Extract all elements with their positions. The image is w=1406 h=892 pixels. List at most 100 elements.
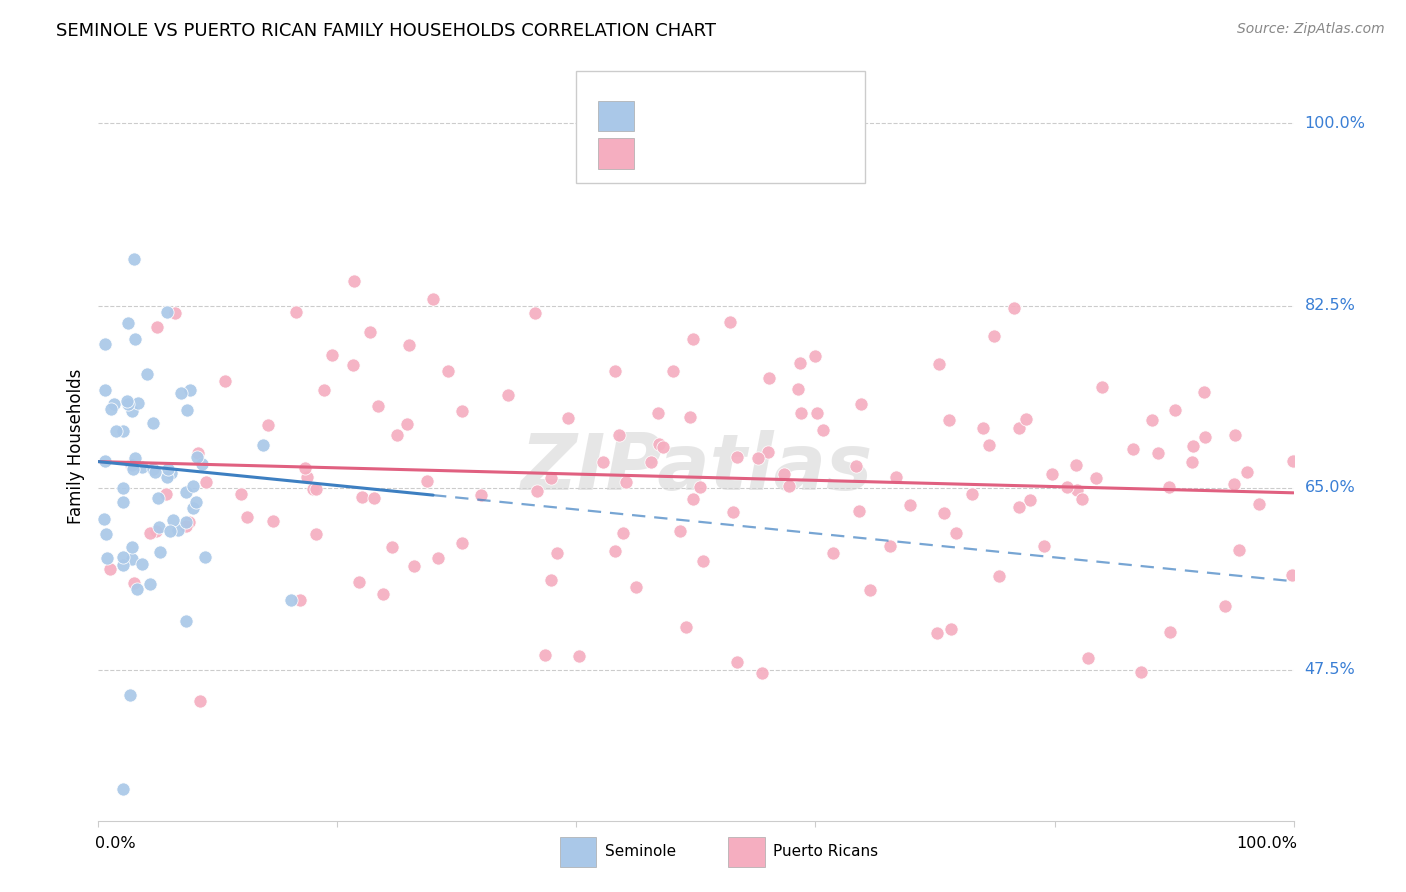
Point [367,399,389,413]
Text: 100.0%: 100.0% [1236,837,1298,851]
Point [288,592,311,607]
Point [121,404,143,418]
Point [118,688,141,702]
Point [662,363,685,377]
Text: 60: 60 [783,109,801,123]
Text: R =: R = [645,146,690,161]
Point [148,491,170,505]
Point [127,396,149,410]
Point [1032,539,1054,553]
Point [139,525,162,540]
Point [111,494,134,508]
Point [1147,446,1170,460]
Point [398,337,420,351]
Text: ZIPatlas: ZIPatlas [520,431,872,507]
Point [938,413,960,427]
Point [381,540,404,554]
Point [188,694,211,708]
Point [1247,498,1270,512]
Point [436,364,458,378]
Point [136,367,159,381]
Point [257,417,280,432]
Point [546,546,568,560]
Point [165,306,187,320]
Point [1077,651,1099,665]
Point [1056,480,1078,494]
Point [112,425,135,439]
Point [100,401,122,416]
Point [845,458,868,473]
Point [1008,421,1031,435]
Point [262,514,284,528]
Point [139,577,162,591]
Point [156,470,179,484]
Point [1159,625,1181,640]
Point [343,274,366,288]
Point [1236,465,1258,479]
Point [159,524,181,538]
Point [186,450,208,465]
Point [682,492,704,507]
Point [1164,403,1187,417]
Point [167,523,190,537]
Point [647,437,669,451]
Text: Seminole: Seminole [605,845,676,859]
Point [609,428,631,442]
Point [592,455,614,469]
Point [111,782,134,797]
Point [450,535,472,549]
Point [1159,480,1181,494]
Point [851,397,873,411]
Point [111,482,134,496]
Point [756,445,779,459]
Point [352,490,374,504]
Point [1194,429,1216,443]
Text: 47.5%: 47.5% [1305,662,1355,677]
Point [751,666,773,681]
Point [117,393,139,408]
Point [540,471,562,485]
Point [778,479,800,493]
Point [1181,439,1204,453]
Text: 65.0%: 65.0% [1305,480,1355,495]
Point [156,305,179,319]
Point [127,582,149,596]
Point [94,527,117,541]
Point [526,483,548,498]
Point [859,582,882,597]
Point [94,337,117,351]
Point [174,484,197,499]
Point [803,350,825,364]
Point [1281,568,1303,582]
Point [725,450,748,465]
Point [187,445,209,459]
Point [1002,301,1025,315]
Point [1222,476,1244,491]
Point [811,423,834,437]
Point [557,410,579,425]
Text: -0.127: -0.127 [685,146,740,161]
Point [640,455,662,469]
Point [1281,454,1303,468]
Text: -0.070: -0.070 [685,109,740,123]
Point [790,406,813,420]
Point [603,544,626,558]
Point [176,402,198,417]
Point [155,486,177,500]
Point [231,487,253,501]
Point [821,546,844,560]
Point [1018,492,1040,507]
Point [174,614,197,628]
Point [145,524,167,538]
Point [359,325,381,339]
Point [568,648,591,663]
Point [112,558,135,572]
Point [723,505,745,519]
Point [124,450,146,465]
Point [149,545,172,559]
Point [669,524,692,538]
Point [252,438,274,452]
Point [120,458,142,472]
Point [988,569,1011,583]
Point [117,397,139,411]
